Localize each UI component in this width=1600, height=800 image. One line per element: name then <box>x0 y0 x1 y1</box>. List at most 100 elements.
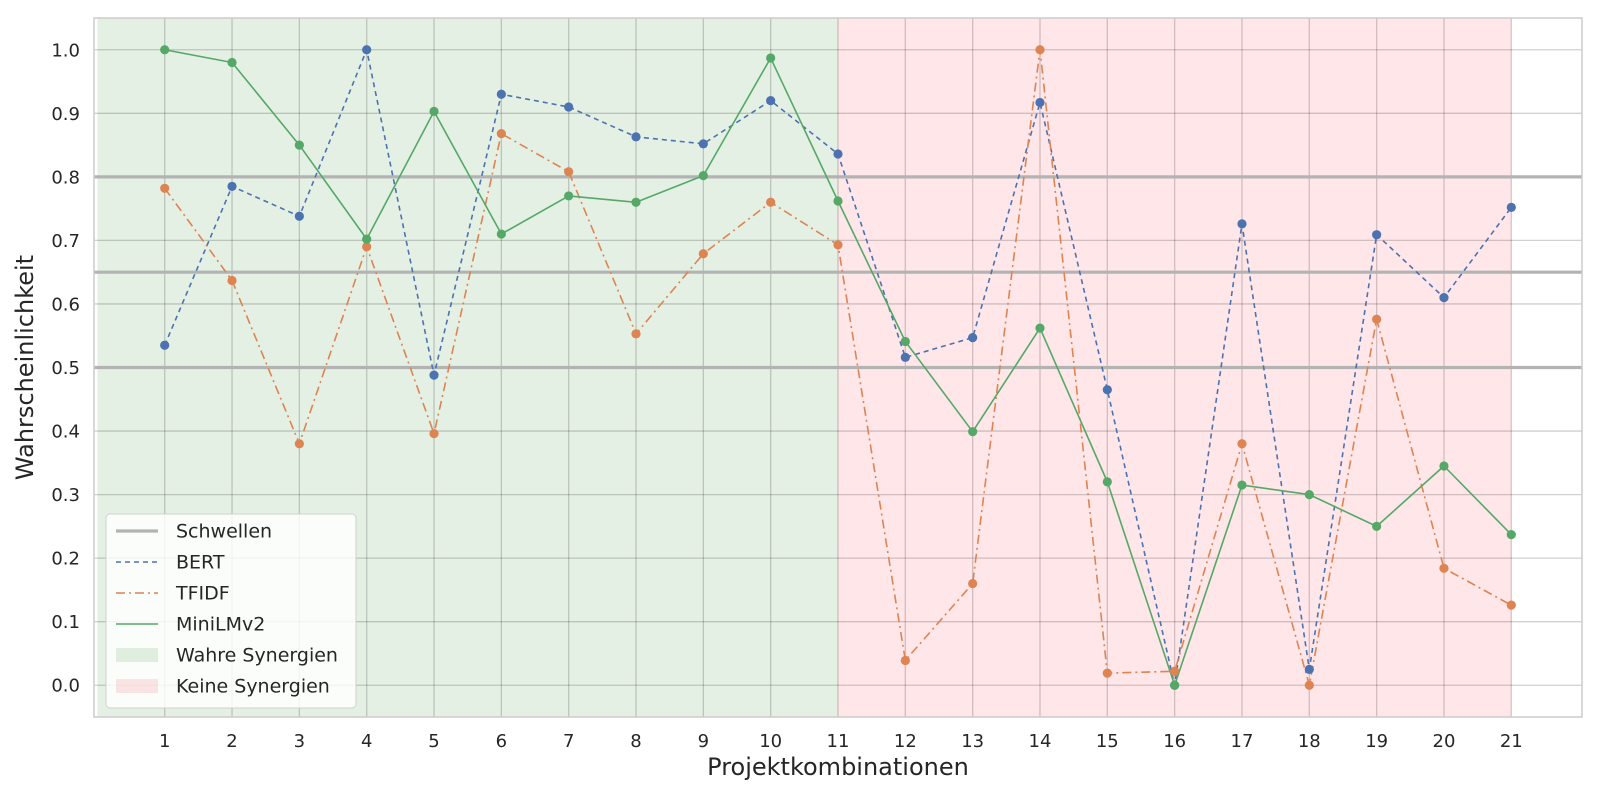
data-point-bert <box>1102 385 1112 395</box>
y-tick-label: 1.0 <box>51 40 80 61</box>
data-point-minilmv2 <box>698 170 708 181</box>
x-tick-label: 9 <box>698 731 709 752</box>
data-point-bert <box>631 132 641 142</box>
data-point-minilmv2 <box>968 427 978 437</box>
data-point-bert <box>564 102 574 112</box>
data-point-tfidf <box>698 249 708 259</box>
data-point-minilmv2 <box>294 140 304 150</box>
legend-label: Schwellen <box>176 521 272 543</box>
x-tick-label: 13 <box>961 731 984 752</box>
y-tick-label: 0.1 <box>51 612 80 633</box>
x-tick-label: 18 <box>1298 731 1321 752</box>
y-axis-label: Wahrscheinlichkeit <box>11 255 39 480</box>
y-tick-label: 0.9 <box>51 104 80 125</box>
data-point-bert <box>1439 293 1449 303</box>
x-tick-label: 12 <box>894 731 917 752</box>
y-tick-label: 0.3 <box>51 485 80 506</box>
legend-swatch <box>116 679 158 693</box>
data-point-minilmv2 <box>766 53 776 63</box>
data-point-tfidf <box>564 167 574 177</box>
data-point-minilmv2 <box>564 191 574 201</box>
y-tick-labels: 0.0 0.1 0.2 0.3 0.4 0.5 0.6 0.7 0.8 0.9 1.0 <box>51 40 80 696</box>
data-point-minilmv2 <box>1439 461 1449 471</box>
data-point-bert <box>698 139 708 149</box>
x-tick-label: 3 <box>294 731 305 752</box>
data-point-minilmv2 <box>496 229 506 239</box>
x-tick-label: 11 <box>827 731 850 752</box>
data-point-minilmv2 <box>227 57 237 68</box>
data-point-minilmv2 <box>1372 521 1382 531</box>
threshold-lines <box>94 175 1582 370</box>
x-axis-label: Projektkombinationen <box>707 753 969 781</box>
data-point-tfidf <box>160 183 170 193</box>
x-tick-label: 20 <box>1433 731 1456 752</box>
y-tick-label: 0.0 <box>51 676 80 697</box>
data-point-tfidf <box>1304 680 1314 690</box>
legend-swatch <box>116 648 158 662</box>
data-point-bert <box>362 45 372 55</box>
plot-frame <box>93 17 1583 718</box>
x-tick-label: 10 <box>759 731 782 752</box>
data-point-tfidf <box>496 129 506 139</box>
data-point-tfidf <box>1102 668 1112 678</box>
data-point-bert <box>833 149 843 159</box>
data-point-tfidf <box>766 197 776 207</box>
data-point-minilmv2 <box>1102 477 1112 487</box>
y-tick-label: 0.4 <box>51 422 80 443</box>
data-point-bert <box>429 370 439 380</box>
data-point-bert <box>1372 230 1382 240</box>
x-tick-label: 16 <box>1163 731 1186 752</box>
data-point-tfidf <box>227 275 237 286</box>
data-point-minilmv2 <box>1170 680 1180 690</box>
data-point-minilmv2 <box>631 197 641 207</box>
x-tick-label: 6 <box>496 731 507 752</box>
data-point-bert <box>1304 664 1314 674</box>
y-tick-label: 0.6 <box>51 294 80 315</box>
x-tick-label: 7 <box>563 731 574 752</box>
legend-label: TFIDF <box>175 583 230 605</box>
x-tick-label: 8 <box>630 731 641 752</box>
data-point-tfidf <box>968 578 978 589</box>
data-point-tfidf <box>1170 666 1180 676</box>
data-point-tfidf <box>294 439 304 449</box>
y-tick-label: 0.7 <box>51 231 80 252</box>
x-tick-label: 17 <box>1231 731 1254 752</box>
x-tick-label: 2 <box>226 731 237 752</box>
data-point-minilmv2 <box>1506 530 1516 540</box>
legend-label: MiniLMv2 <box>176 614 265 636</box>
data-point-bert <box>1035 97 1045 108</box>
data-point-bert <box>227 181 237 191</box>
x-tick-label: 21 <box>1500 731 1523 752</box>
data-point-tfidf <box>1035 45 1045 55</box>
data-point-bert <box>968 333 978 343</box>
data-point-tfidf <box>429 428 439 439</box>
data-point-bert <box>900 352 910 362</box>
data-point-bert <box>294 211 304 221</box>
x-tick-label: 5 <box>428 731 439 752</box>
data-point-tfidf <box>1439 563 1449 573</box>
x-tick-label: 1 <box>159 731 170 752</box>
data-point-tfidf <box>362 242 372 252</box>
data-point-minilmv2 <box>429 106 439 117</box>
data-point-tfidf <box>1506 600 1516 610</box>
data-point-minilmv2 <box>1035 323 1045 333</box>
legend: Schwellen BERT TFIDF MiniLMv2 Wahre Synergie… <box>105 513 357 709</box>
x-tick-labels: 1 2 3 4 5 6 7 8 9 10 11 12 13 14 15 16 17 18 19 20 21 <box>159 731 1523 752</box>
data-point-bert <box>766 96 776 106</box>
legend-box <box>105 513 357 709</box>
data-point-tfidf <box>900 655 910 666</box>
y-tick-label: 0.2 <box>51 549 80 570</box>
x-tick-label: 14 <box>1029 731 1052 752</box>
y-tick-label: 0.8 <box>51 167 80 188</box>
data-point-tfidf <box>1372 314 1382 324</box>
x-tick-label: 4 <box>361 731 372 752</box>
data-point-tfidf <box>1237 439 1247 449</box>
data-point-tfidf <box>631 329 641 339</box>
data-point-bert <box>1237 219 1247 229</box>
data-point-bert <box>160 340 170 350</box>
data-point-minilmv2 <box>833 196 843 206</box>
series-markers <box>160 45 1516 690</box>
x-tick-label: 19 <box>1365 731 1388 752</box>
data-point-tfidf <box>833 240 843 250</box>
